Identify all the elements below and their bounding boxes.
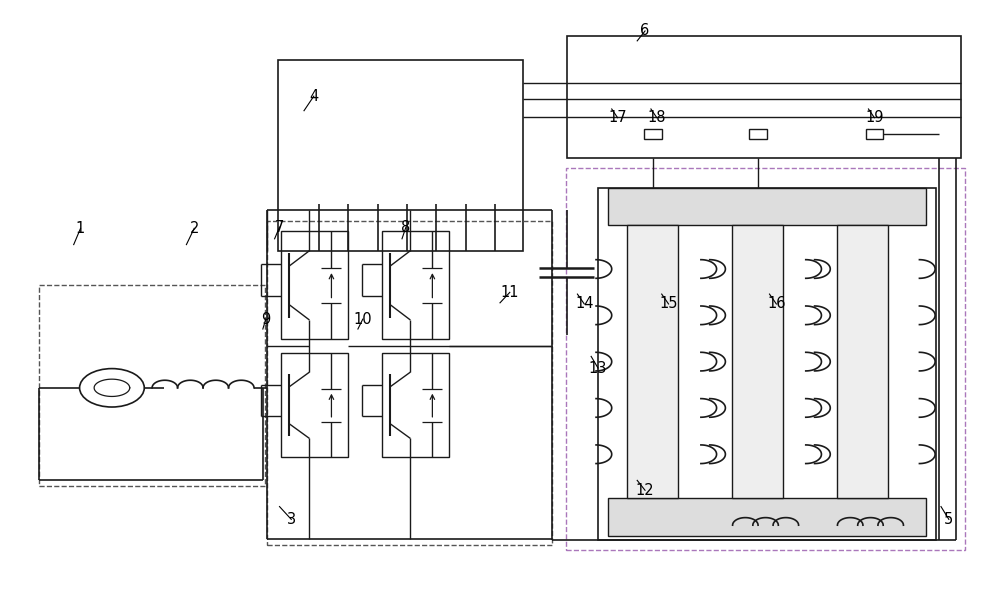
Bar <box>749 129 767 139</box>
Text: 5: 5 <box>944 512 953 527</box>
Text: 8: 8 <box>401 220 411 235</box>
Text: 1: 1 <box>76 221 85 236</box>
Text: 10: 10 <box>353 312 372 327</box>
Text: 2: 2 <box>190 221 199 236</box>
Text: 13: 13 <box>589 361 607 375</box>
Text: 12: 12 <box>636 483 654 498</box>
Bar <box>567 36 961 158</box>
Text: 6: 6 <box>640 24 650 39</box>
Bar <box>644 129 662 139</box>
Bar <box>837 225 888 498</box>
Text: 7: 7 <box>275 220 284 235</box>
Bar <box>566 168 965 550</box>
Bar <box>598 188 936 541</box>
Bar <box>732 225 783 498</box>
Text: 3: 3 <box>287 512 296 527</box>
Text: 9: 9 <box>261 312 270 327</box>
Text: 15: 15 <box>659 296 678 311</box>
Bar <box>382 231 449 340</box>
Text: 18: 18 <box>648 110 666 125</box>
Text: 19: 19 <box>865 110 884 125</box>
Bar <box>627 225 678 498</box>
Text: 4: 4 <box>309 89 318 104</box>
Bar <box>281 353 348 457</box>
Bar <box>281 231 348 340</box>
Bar <box>382 353 449 457</box>
Bar <box>278 60 523 251</box>
Text: 14: 14 <box>575 296 594 311</box>
Bar <box>267 222 552 545</box>
Bar <box>866 129 883 139</box>
Text: 11: 11 <box>501 285 519 300</box>
Bar <box>608 188 926 225</box>
Text: 16: 16 <box>767 296 786 311</box>
Text: 17: 17 <box>608 110 627 125</box>
Bar <box>608 498 926 536</box>
Bar <box>39 285 265 486</box>
